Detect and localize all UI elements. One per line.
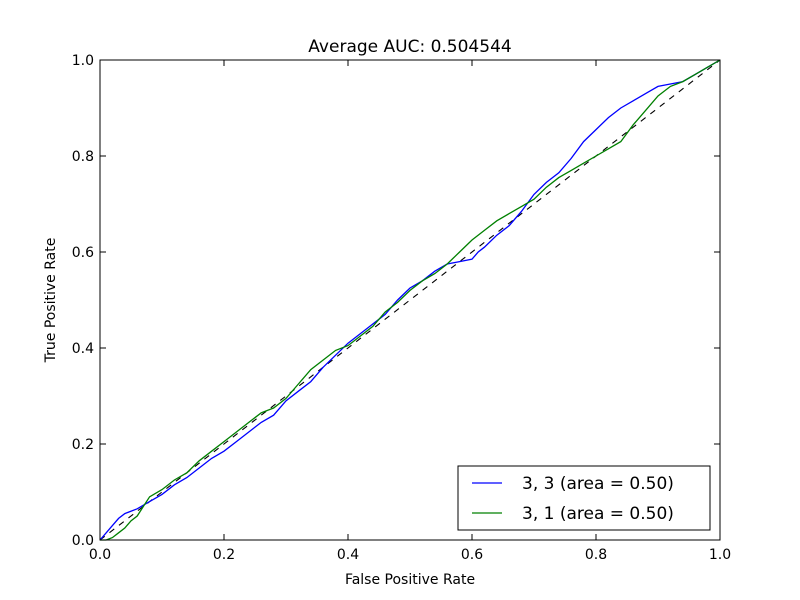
x-tick-label: 0.8 [585,547,607,563]
y-tick-label: 1.0 [72,53,94,69]
legend-label-series-2: 3, 1 (area = 0.50) [522,504,674,524]
x-axis-label: False Positive Rate [345,572,475,588]
y-tick-label: 0.0 [72,533,94,549]
series-line-2 [100,59,721,541]
legend: 3, 3 (area = 0.50) 3, 1 (area = 0.50) [457,465,711,531]
series-line-1 [99,59,721,541]
plot-area [99,59,721,541]
x-tick-label: 0.6 [461,547,483,563]
x-tick-label: 0.0 [89,547,111,563]
chart-title: Average AUC: 0.504544 [308,37,511,57]
y-tick-label: 0.6 [72,245,94,261]
y-tick-label: 0.8 [72,149,94,165]
axis-ticks: 0.0 0.2 0.4 0.6 0.8 1.0 0.0 0.2 0.4 0.6 0.8 1.0 [72,53,731,563]
y-tick-label: 0.4 [72,341,94,357]
x-tick-label: 0.2 [213,547,235,563]
y-tick-label: 0.2 [72,437,94,453]
legend-label-series-1: 3, 3 (area = 0.50) [522,474,674,494]
reference-diagonal [99,59,721,541]
x-tick-label: 0.4 [337,547,359,563]
legend-box [457,465,711,531]
plot-frame [99,59,721,541]
x-tick-label: 1.0 [709,547,731,563]
y-axis-label: True Positive Rate [43,238,59,364]
